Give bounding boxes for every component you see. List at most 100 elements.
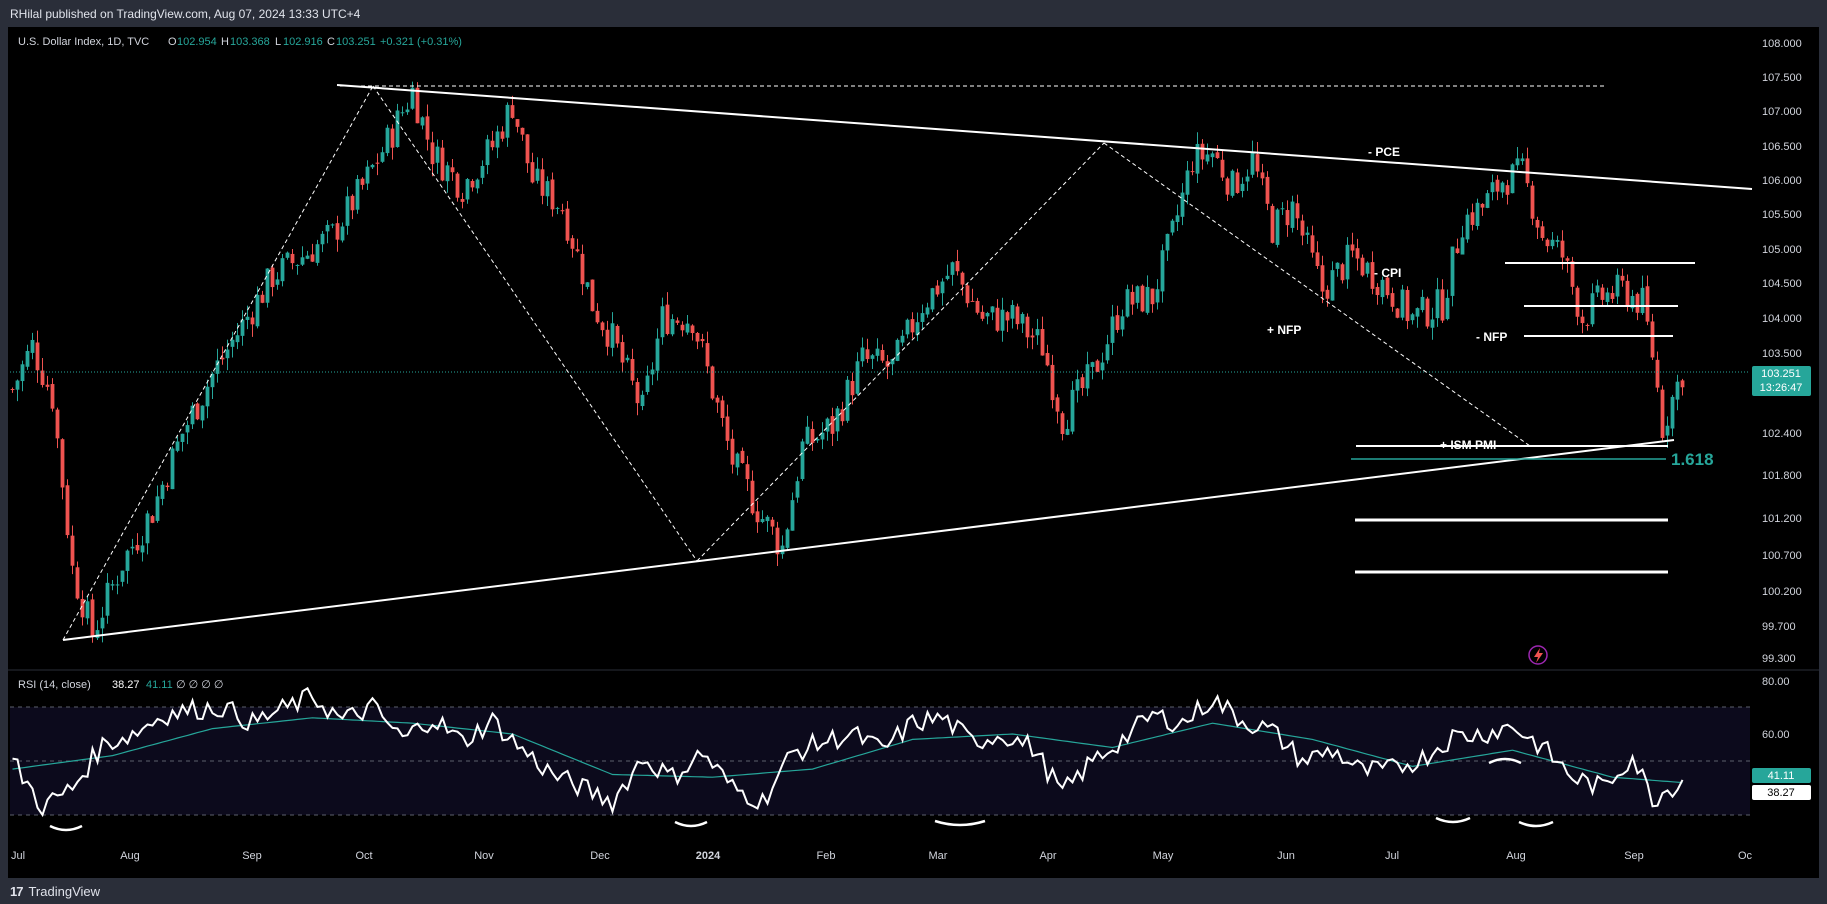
candle [495, 125, 500, 159]
candle [840, 401, 845, 426]
candle [510, 95, 515, 119]
footer-bar: 17 TradingView [0, 878, 1827, 904]
candle [1025, 313, 1030, 349]
candle [330, 223, 335, 229]
candle [830, 407, 835, 447]
candle [1230, 169, 1235, 198]
candle [60, 438, 65, 500]
candle [1630, 289, 1635, 312]
price-axis: 108.000 107.500 107.000 106.500 106.000 105.5… [1762, 38, 1802, 665]
candle [750, 470, 755, 516]
rsi-arc-mark[interactable] [934, 819, 986, 827]
candle [955, 249, 960, 276]
candle [635, 377, 640, 416]
candle [1135, 285, 1140, 309]
price-tick-label: 106.500 [1762, 141, 1802, 153]
candle [220, 346, 225, 365]
candle [820, 422, 825, 450]
rsi-legend[interactable]: RSI (14, close) 38.27 41.11 ∅ ∅ ∅ ∅ [18, 679, 224, 691]
candle [1290, 195, 1295, 233]
resistance-trendline[interactable] [336, 84, 1753, 190]
candle [1615, 268, 1620, 304]
candle [825, 417, 830, 441]
candle [395, 103, 400, 148]
candle [550, 172, 555, 217]
rsi-band [10, 707, 1750, 815]
time-tick-label: May [1153, 850, 1174, 862]
rsi-arc-mark[interactable] [1488, 757, 1522, 765]
candle [1055, 394, 1060, 424]
low-label: L [275, 36, 281, 48]
candle [1030, 328, 1035, 350]
candle [150, 515, 155, 524]
candle [345, 186, 350, 235]
candle [1455, 238, 1460, 254]
candle [1365, 261, 1370, 278]
candle [645, 365, 650, 395]
candle [985, 311, 990, 325]
candle [80, 590, 85, 626]
candle [600, 321, 605, 337]
rsi-empty-values: ∅ ∅ ∅ ∅ [176, 679, 224, 691]
candle [980, 305, 985, 322]
candle [850, 372, 855, 405]
candle [1070, 381, 1075, 435]
candle [1490, 174, 1495, 201]
candle [815, 436, 820, 443]
time-tick-label: Sep [242, 850, 262, 862]
candle [1440, 279, 1445, 324]
candle [505, 102, 510, 147]
support-trendline[interactable] [62, 439, 1675, 641]
candle [30, 332, 35, 360]
candle [1435, 277, 1440, 327]
candle [1600, 284, 1605, 307]
rsi-arc-mark[interactable] [674, 820, 708, 828]
tradingview-logo[interactable]: 17 TradingView [10, 884, 100, 899]
candle [1090, 361, 1095, 380]
candle [370, 163, 375, 170]
fib-zigzag-line[interactable] [1103, 142, 1531, 447]
candle [1325, 285, 1330, 307]
candle [530, 152, 535, 184]
candle [415, 82, 420, 124]
rsi-label: RSI (14, close) [18, 679, 91, 691]
price-tick-label: 102.400 [1762, 428, 1802, 440]
candle [1420, 289, 1425, 313]
candle [1370, 251, 1375, 295]
high-value: 103.368 [230, 36, 270, 48]
candle [240, 310, 245, 346]
fib-zigzag-line[interactable] [696, 142, 1105, 562]
lightning-icon[interactable] [1528, 645, 1548, 665]
rsi-arc-mark[interactable] [1435, 816, 1471, 824]
symbol-legend[interactable]: U.S. Dollar Index, 1D, TVC O 102.954 H 1… [18, 36, 462, 48]
candle [880, 344, 885, 363]
candle [1305, 226, 1310, 244]
candle [305, 250, 310, 260]
candle [565, 201, 570, 244]
rsi-arc-mark[interactable] [49, 824, 83, 832]
candle [605, 320, 610, 356]
time-tick-label: Dec [590, 850, 610, 862]
candle [435, 139, 440, 174]
price-tick-label: 99.300 [1762, 653, 1796, 665]
time-tick-label: Oc [1738, 850, 1753, 862]
candle [465, 177, 470, 204]
candle [640, 390, 645, 411]
candle [320, 230, 325, 253]
rsi-tag: 38.27 [1767, 787, 1795, 799]
candle [1545, 238, 1550, 253]
rsi-arc-mark[interactable] [1518, 820, 1554, 828]
price-tick-label: 105.000 [1762, 244, 1802, 256]
publisher-bar: RHilal published on TradingView.com, Aug… [0, 0, 1827, 28]
candle [925, 302, 930, 318]
fib-zigzag-line[interactable] [62, 85, 374, 641]
fib-zigzag-line[interactable] [372, 85, 698, 562]
candle [65, 479, 70, 539]
candle [1235, 168, 1240, 194]
candle [1060, 411, 1065, 441]
candle [875, 338, 880, 362]
candle [425, 104, 430, 151]
candle [215, 348, 220, 383]
candle [1100, 352, 1105, 380]
